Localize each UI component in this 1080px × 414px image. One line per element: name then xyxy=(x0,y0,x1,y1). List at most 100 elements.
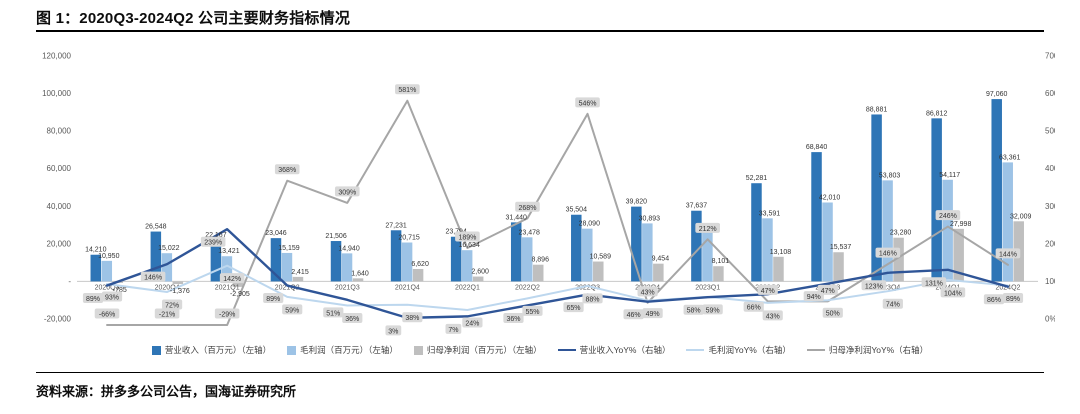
bar-segment xyxy=(210,239,222,282)
bar-value-label: 26,548 xyxy=(145,224,167,231)
pct-label-bg xyxy=(82,293,104,304)
chart-svg: 120,000 100,000 80,000 60,000 40,000 20,000 - -… xyxy=(42,52,1055,336)
page-title: 图 1：2020Q3-2024Q2 公司主要财务指标情况 xyxy=(36,10,351,27)
bar-value-label: 37,637 xyxy=(686,203,708,210)
bar-value-label: 6,620 xyxy=(411,261,429,268)
pct-label-bg xyxy=(875,247,901,258)
x-axis-label: 2024Q2 xyxy=(996,284,1021,291)
legend-label: 归母净利润YoY%（右轴） xyxy=(828,345,929,355)
bar-value-label: 15,537 xyxy=(830,244,852,251)
pct-label: 59% xyxy=(706,307,720,314)
pct-label-bg xyxy=(200,236,226,247)
bar-segment xyxy=(390,230,402,282)
bar-segment xyxy=(532,264,544,282)
bar-value-label: 23,046 xyxy=(265,230,287,237)
pct-label: 546% xyxy=(579,100,597,107)
pct-label: 189% xyxy=(458,234,476,241)
pct-label-bg xyxy=(695,222,720,233)
bar-segment xyxy=(161,253,173,282)
bar-segment xyxy=(631,206,642,282)
pct-label: 142% xyxy=(223,276,241,283)
bar-value-label: 13,421 xyxy=(218,248,240,255)
pct-label: 144% xyxy=(999,251,1017,258)
pct-label: 146% xyxy=(879,251,897,258)
pct-label: 65% xyxy=(567,305,581,312)
source-note: 资料来源：拼多多公司公告，国海证券研究所 xyxy=(36,384,297,399)
bar-value-label: 33,591 xyxy=(759,210,781,217)
bar-value-label: 32,009 xyxy=(1010,213,1032,220)
bar-segment xyxy=(751,183,762,282)
pct-label: 24% xyxy=(465,320,479,327)
bar-value-label: 8,101 xyxy=(712,258,730,265)
x-axis-label: 2021Q4 xyxy=(395,284,420,291)
right-axis-tick: 700% xyxy=(1045,52,1055,61)
left-axis-tick: - xyxy=(68,277,71,286)
bar-value-label: 8,896 xyxy=(531,257,549,264)
pct-label: 368% xyxy=(278,167,296,174)
bar-segment xyxy=(893,237,904,282)
pct-label: 7% xyxy=(448,327,458,334)
right-axis-tick: 200% xyxy=(1045,239,1055,248)
bar-segment xyxy=(1002,162,1013,282)
x-axis-label: 2022Q2 xyxy=(515,284,540,291)
legend-bar-swatch xyxy=(413,345,423,355)
pct-label: -29% xyxy=(219,312,235,319)
bar-segment xyxy=(232,281,244,287)
bar-segment xyxy=(931,118,942,282)
bar-segment xyxy=(510,222,522,282)
bar-segment xyxy=(882,180,893,282)
right-axis-tick: 300% xyxy=(1045,202,1055,211)
pct-label-bg xyxy=(282,304,303,315)
bar-segment xyxy=(172,281,184,285)
pct-label-bg xyxy=(154,308,180,319)
pct-label-bg xyxy=(743,301,764,312)
bar-value-label: 15,022 xyxy=(158,245,180,252)
left-axis-tick: 100,000 xyxy=(42,89,71,98)
pct-label: 66% xyxy=(747,305,761,312)
pct-label: 38% xyxy=(405,315,419,322)
bar-segment xyxy=(642,223,653,282)
pct-label: 268% xyxy=(519,205,537,212)
left-axis-tick: 80,000 xyxy=(47,127,72,136)
legend-label: 毛利润（百万元）（左轴） xyxy=(300,345,398,355)
bar-value-label: -2,905 xyxy=(230,291,250,298)
bar-value-label: 10,950 xyxy=(98,253,120,260)
x-axis-label: 2020Q4 xyxy=(155,284,180,291)
right-axis-tick: 0% xyxy=(1045,315,1055,324)
bar-segment xyxy=(702,231,713,282)
pct-label-bg xyxy=(563,302,584,313)
pct-label-bg xyxy=(575,97,600,108)
legend-item: 营业收入（百万元）（左轴） xyxy=(151,344,271,356)
x-axis-label: 2022Q1 xyxy=(455,284,480,291)
bar-value-label: 39,820 xyxy=(626,199,648,206)
bar-segment xyxy=(773,256,784,282)
bar-segment xyxy=(833,252,844,282)
bar-segment xyxy=(292,276,304,282)
bar-value-label: 9,454 xyxy=(652,256,670,263)
pct-label: 47% xyxy=(821,288,835,295)
pct-label-bg xyxy=(140,271,166,282)
legend-item: 营业收入YoY%（右轴） xyxy=(557,344,670,356)
pct-label-bg xyxy=(983,294,1005,305)
pct-label-bg xyxy=(395,84,420,95)
pct-label: 94% xyxy=(807,294,821,301)
bar-value-label: 53,803 xyxy=(879,172,901,179)
right-axis-tick: 500% xyxy=(1045,127,1055,136)
pct-label-bg xyxy=(757,284,778,295)
pct-label-bg xyxy=(385,325,402,336)
bar-segment xyxy=(942,179,953,282)
bar-value-label: 27,998 xyxy=(950,221,972,228)
bar-value-label: 30,893 xyxy=(639,215,661,222)
left-axis-tick: 20,000 xyxy=(47,239,72,248)
pct-label: 93% xyxy=(105,295,119,302)
legend-bar-swatch xyxy=(151,345,161,355)
bar-value-label: 54,117 xyxy=(939,172,960,179)
bar-value-label: 63,361 xyxy=(999,154,1021,161)
yoy-line xyxy=(105,228,1010,320)
pct-label: 86% xyxy=(987,297,1001,304)
bar-segment xyxy=(101,260,113,282)
bar-segment xyxy=(521,237,533,282)
bar-value-label: 13,108 xyxy=(770,249,792,256)
bar-value-label: -1,376 xyxy=(170,288,190,295)
legend-item: 归母净利润（百万元）（左轴） xyxy=(413,344,542,356)
